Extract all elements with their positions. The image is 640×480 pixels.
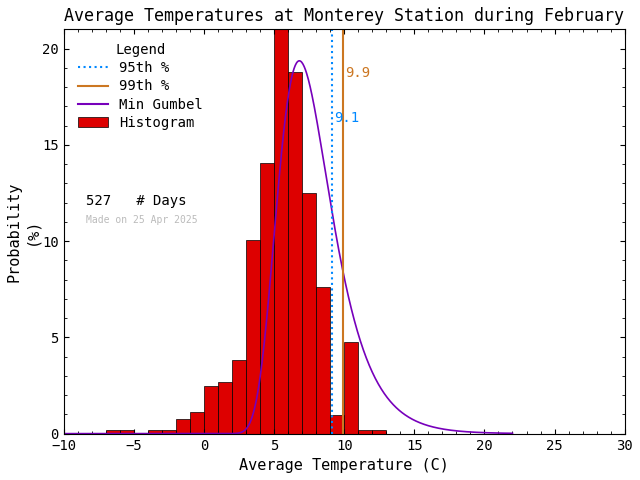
Legend: 95th %, 99th %, Min Gumbel, Histogram: 95th %, 99th %, Min Gumbel, Histogram xyxy=(70,36,210,137)
Bar xyxy=(190,412,204,433)
Bar xyxy=(316,288,330,433)
Bar xyxy=(204,386,218,433)
Title: Average Temperatures at Monterey Station during February: Average Temperatures at Monterey Station… xyxy=(64,7,624,25)
Bar xyxy=(176,419,190,433)
Bar xyxy=(218,383,232,433)
Y-axis label: Probability
(%): Probability (%) xyxy=(7,181,39,282)
Bar xyxy=(330,415,344,433)
Bar xyxy=(302,192,316,433)
Bar xyxy=(106,430,120,433)
Text: 9.1: 9.1 xyxy=(333,111,359,125)
Bar xyxy=(246,240,260,433)
Bar xyxy=(288,72,302,433)
Bar xyxy=(358,430,372,433)
Text: Made on 25 Apr 2025: Made on 25 Apr 2025 xyxy=(86,216,198,226)
Bar xyxy=(274,28,288,433)
Bar xyxy=(162,430,176,433)
Text: 527   # Days: 527 # Days xyxy=(86,194,187,208)
Text: 9.9: 9.9 xyxy=(345,66,370,81)
Bar xyxy=(344,342,358,433)
Bar xyxy=(232,360,246,433)
Bar xyxy=(120,430,134,433)
Bar xyxy=(372,430,387,433)
Bar xyxy=(148,430,162,433)
Bar xyxy=(260,163,274,433)
X-axis label: Average Temperature (C): Average Temperature (C) xyxy=(239,458,449,473)
